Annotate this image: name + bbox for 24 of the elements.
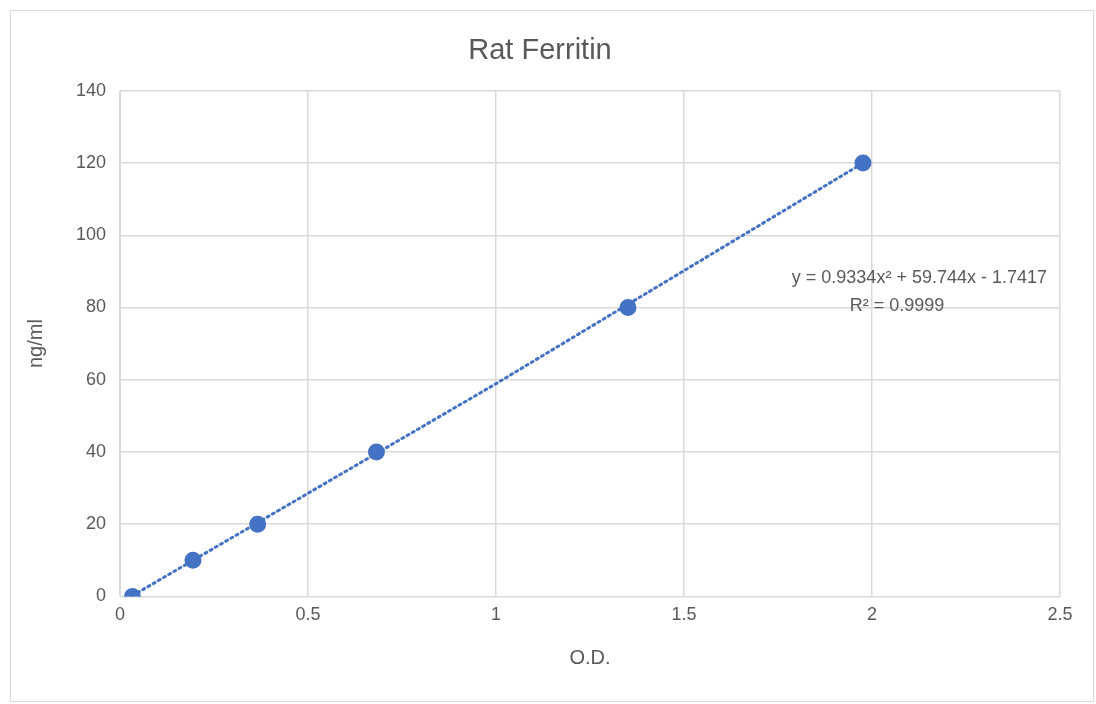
annotation: R² = 0.9999 xyxy=(849,294,945,315)
point xyxy=(367,443,385,461)
y-tick-label: 0 xyxy=(96,585,107,606)
y-tick-label: 20 xyxy=(86,513,107,534)
x-tick-label: 0.5 xyxy=(295,604,321,625)
x-tick-label: 0 xyxy=(115,604,126,625)
y-tick-label: 80 xyxy=(86,296,107,317)
x-tick-label: 1 xyxy=(491,604,502,625)
y-tick-label: 40 xyxy=(86,440,107,461)
point xyxy=(854,154,872,172)
annotation: y = 0.9334x² + 59.744x - 1.7417 xyxy=(791,266,1047,287)
x-tick-label: 2 xyxy=(867,604,878,625)
x-tick-label: 2.5 xyxy=(1047,604,1073,625)
y-axis-title: ng/ml xyxy=(23,319,46,369)
y-tick-label: 140 xyxy=(75,79,107,100)
point xyxy=(619,298,637,316)
chart-title: Rat Ferritin xyxy=(468,33,612,66)
y-tick-label: 120 xyxy=(75,152,107,172)
point xyxy=(184,551,202,569)
y-tick-label: 100 xyxy=(75,224,107,245)
x-tick-label: 1.5 xyxy=(671,604,697,625)
point xyxy=(249,515,267,533)
x-axis-title: O.D. xyxy=(569,645,611,668)
y-tick-label: 60 xyxy=(86,368,107,389)
